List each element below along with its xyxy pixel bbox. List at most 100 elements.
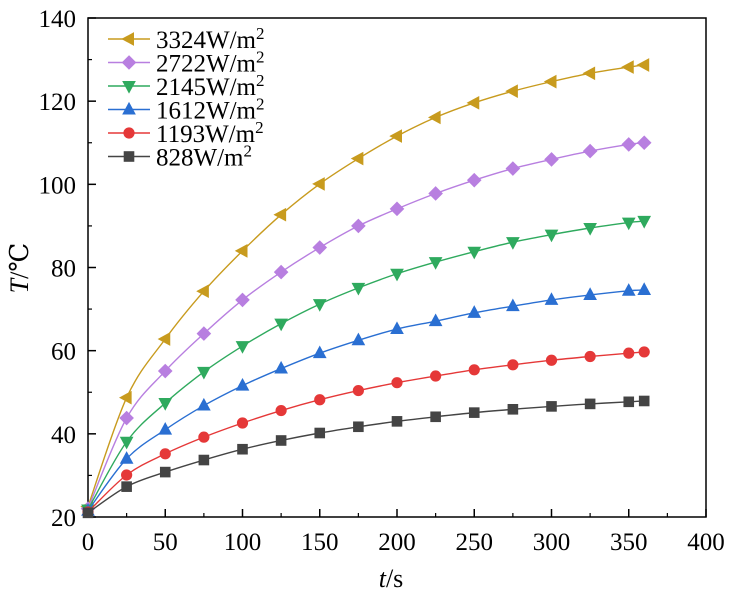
- data-point: [584, 350, 596, 363]
- data-point: [157, 332, 171, 346]
- data-point: [389, 129, 402, 143]
- series-line: [87, 351, 645, 513]
- data-point: [391, 416, 403, 427]
- legend-marker: [121, 32, 134, 46]
- data-point: [582, 66, 596, 81]
- data-point: [638, 395, 650, 407]
- data-point: [583, 287, 597, 300]
- data-point: [623, 396, 635, 408]
- x-tick-label: 0: [82, 529, 95, 556]
- data-point: [274, 318, 288, 332]
- data-point: [544, 229, 559, 243]
- x-tick-label: 400: [687, 529, 725, 556]
- series-line: [87, 220, 645, 510]
- y-tick-label: 40: [51, 422, 76, 449]
- series-1: [80, 58, 650, 514]
- data-point: [505, 161, 521, 176]
- legend-label: 2722W/m2: [156, 48, 265, 78]
- data-point: [197, 366, 211, 380]
- y-tick-label: 100: [39, 172, 77, 199]
- data-point: [119, 436, 134, 450]
- data-point: [312, 177, 325, 191]
- data-point: [198, 431, 210, 443]
- data-point: [351, 332, 366, 346]
- data-point: [621, 217, 636, 231]
- data-point: [118, 390, 132, 405]
- data-point: [391, 377, 403, 389]
- series-layer: [80, 58, 652, 519]
- x-tick-label: 300: [533, 529, 571, 556]
- data-point: [119, 451, 134, 464]
- data-point: [237, 443, 248, 455]
- data-point: [351, 218, 366, 234]
- series-4: [81, 282, 652, 516]
- data-point: [312, 240, 328, 255]
- data-point: [353, 421, 364, 433]
- data-point: [467, 246, 482, 260]
- data-point: [468, 364, 480, 376]
- data-point: [350, 151, 364, 166]
- data-point: [158, 422, 173, 435]
- series-5: [82, 346, 650, 518]
- legend-marker: [123, 127, 135, 139]
- legend-entry: 2722W/m2: [108, 48, 265, 78]
- legend-label: 3324W/m2: [156, 24, 265, 54]
- data-point: [545, 354, 558, 366]
- x-tick-label: 100: [224, 529, 262, 556]
- data-point: [235, 377, 250, 391]
- legend-label: 1612W/m2: [156, 95, 265, 125]
- data-point: [351, 282, 366, 296]
- data-point: [621, 283, 636, 296]
- y-tick-label: 20: [51, 505, 76, 532]
- data-point: [121, 469, 133, 481]
- data-point: [544, 152, 559, 167]
- legend-entry: 1612W/m2: [108, 95, 265, 125]
- legend-entry: 828W/m2: [108, 142, 252, 172]
- data-point: [543, 74, 557, 89]
- data-point: [235, 341, 250, 354]
- data-point: [312, 345, 327, 359]
- data-point: [235, 292, 250, 308]
- data-point: [234, 244, 248, 258]
- data-point: [312, 299, 327, 312]
- data-point: [121, 481, 132, 492]
- data-point: [466, 95, 480, 110]
- data-point: [119, 410, 134, 426]
- data-point: [507, 359, 519, 371]
- y-tick-label: 60: [51, 339, 76, 366]
- data-point: [428, 313, 443, 327]
- data-point: [637, 215, 652, 229]
- legend-marker: [121, 55, 137, 70]
- data-point: [582, 143, 598, 159]
- data-point: [314, 427, 326, 439]
- legend-label: 1193W/m2: [156, 118, 264, 148]
- y-axis-title: T/℃: [5, 243, 34, 294]
- data-point: [430, 411, 441, 423]
- data-point: [583, 222, 597, 236]
- legend-marker: [122, 101, 136, 115]
- data-point: [390, 321, 404, 335]
- data-point: [544, 292, 559, 305]
- series-line: [87, 142, 645, 509]
- data-point: [389, 201, 405, 217]
- y-tick-label: 80: [51, 256, 76, 283]
- legend-label: 828W/m2: [156, 142, 252, 172]
- data-point: [236, 417, 249, 429]
- x-tick-label: 250: [456, 529, 494, 556]
- data-point: [196, 284, 209, 299]
- data-point: [428, 257, 443, 270]
- data-point: [584, 398, 596, 410]
- data-point: [621, 60, 634, 74]
- data-point: [430, 370, 442, 382]
- data-point: [159, 466, 171, 478]
- series-line: [87, 400, 645, 514]
- data-point: [506, 298, 520, 312]
- legend-entry: 3324W/m2: [108, 24, 265, 54]
- x-axis-title: t/s: [379, 564, 404, 591]
- data-point: [428, 186, 443, 201]
- legend-entry: 1193W/m2: [108, 118, 264, 148]
- data-point: [468, 407, 480, 418]
- y-tick-label: 140: [39, 6, 77, 33]
- legend-marker: [123, 151, 135, 162]
- data-point: [466, 172, 482, 188]
